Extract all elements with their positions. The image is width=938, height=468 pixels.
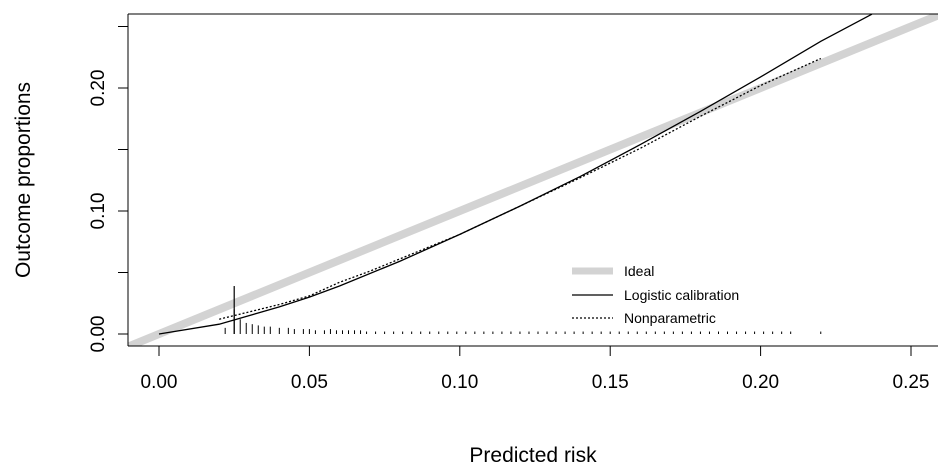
legend-label-ideal: Ideal: [624, 263, 654, 279]
x-tick-label: 0.00: [141, 372, 178, 393]
x-tick-label: 0.15: [592, 372, 629, 393]
y-axis-title: Outcome proportions: [12, 82, 35, 278]
legend-label-nonparametric: Nonparametric: [624, 310, 716, 326]
y-tick-label: 0.20: [88, 70, 109, 107]
axes-layer: [127, 13, 938, 347]
x-tick-label: 0.05: [291, 372, 328, 393]
y-tick-label: 0.10: [88, 193, 109, 230]
x-tick-label: 0.25: [893, 372, 930, 393]
y-tick-label: 0.00: [88, 316, 109, 353]
x-tick-label: 0.10: [441, 372, 478, 393]
nonparametric-line: [219, 57, 822, 320]
legend-label-logistic: Logistic calibration: [624, 287, 739, 303]
legend: Ideal Logistic calibration Nonparametric: [572, 263, 739, 326]
ideal-line: [128, 14, 938, 346]
x-tick-label: 0.20: [742, 372, 779, 393]
x-axis-title: Predicted risk: [469, 444, 597, 467]
ticks-layer: 0.00 0.05 0.10 0.15 0.20 0.25 0.00 0.10 0.20: [88, 26, 930, 393]
plot-marks-layer: [128, 14, 938, 346]
